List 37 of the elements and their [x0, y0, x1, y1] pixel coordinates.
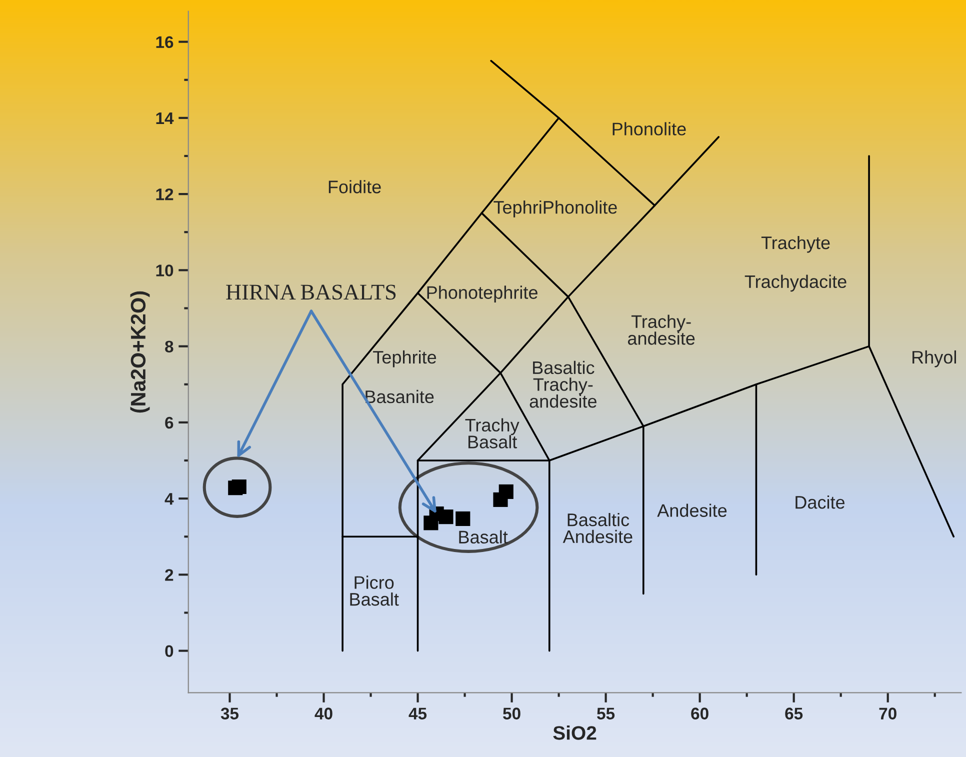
annotation: HIRNA BASALTS [226, 284, 396, 300]
annotation: Trachy Basalt [465, 418, 520, 448]
annotation: Phonotephrite [427, 286, 538, 303]
x-tick-label: 55 [597, 708, 615, 720]
annotation: Tephrite [373, 350, 436, 368]
y-tick-label: 10 [156, 264, 174, 276]
x-tick-label: 50 [503, 708, 520, 720]
x-tick-label: 45 [408, 708, 427, 720]
annotation: Andesite [657, 504, 727, 517]
annotation: Basaltic Trachy- andesite [530, 360, 597, 408]
y-tick-label: 0 [165, 645, 174, 657]
annotation: Trachydacite [744, 274, 846, 292]
annotation: Picro Basalt [350, 576, 399, 606]
y-tick-label: 16 [156, 36, 174, 48]
annotation: Basalt [459, 530, 508, 544]
annotation: Rhyol [912, 350, 956, 368]
annotation: Basaltic Andesite [562, 512, 632, 544]
x-axis-title: SiO2 [553, 726, 596, 740]
x-tick-label: 60 [691, 708, 708, 720]
y-tick-label: 8 [165, 340, 174, 352]
annotation: Trachy- andesite [628, 314, 695, 345]
y-tick-label: 12 [156, 188, 174, 200]
annotation: Basanite [366, 390, 434, 404]
annotation: TephriPhonolite [494, 200, 617, 218]
x-tick-label: 65 [785, 708, 803, 720]
x-tick-label: 40 [314, 708, 332, 720]
annotation: Trachyte [761, 236, 830, 253]
annotation: Dacite [796, 496, 845, 509]
y-tick-label: 6 [165, 416, 174, 429]
y-tick-label: 14 [156, 112, 174, 124]
annotation: Foidite [328, 180, 381, 194]
y-axis-title: (Na2O+K2O) [130, 291, 150, 413]
annotation: Phonolite [612, 122, 686, 136]
x-tick-label: 35 [220, 708, 239, 720]
y-tick-label: 2 [165, 569, 174, 581]
y-tick-label: 4 [164, 493, 174, 505]
x-tick-label: 70 [879, 708, 896, 720]
